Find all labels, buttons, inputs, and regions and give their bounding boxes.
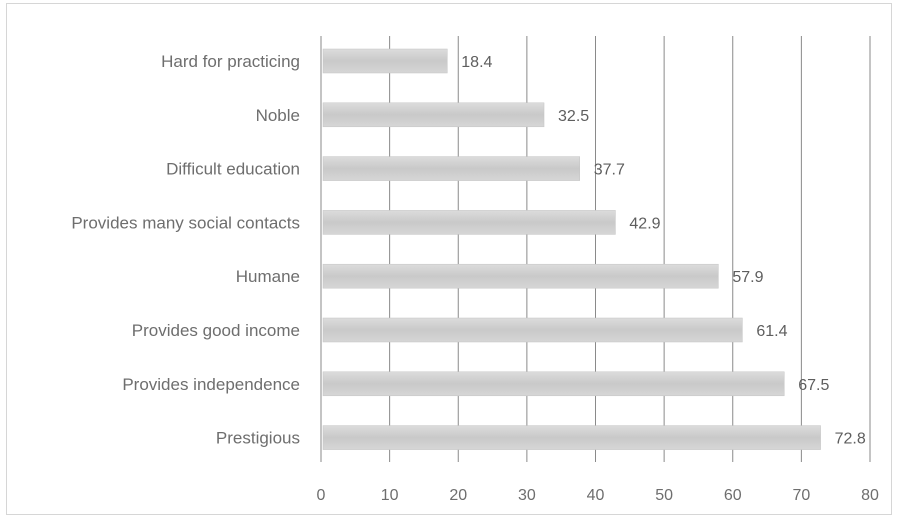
x-tick-label-60: 60 (724, 487, 742, 504)
bar-2 (322, 156, 580, 181)
category-label-5: Provides good income (132, 321, 300, 340)
x-tick-label-20: 20 (449, 487, 467, 504)
category-label-3: Provides many social contacts (71, 213, 300, 232)
bar-0 (322, 48, 448, 74)
gridlines (320, 36, 871, 462)
category-label-6: Provides independence (122, 375, 300, 394)
data-label-0: 18.4 (461, 54, 492, 71)
data-label-4: 57.9 (732, 269, 763, 286)
data-label-6: 67.5 (798, 377, 829, 394)
bar-4 (322, 263, 719, 289)
x-tick-label-10: 10 (381, 487, 399, 504)
category-label-7: Prestigious (216, 429, 300, 448)
x-tick-label-50: 50 (655, 487, 673, 504)
bar-3 (322, 210, 616, 235)
x-tick-label-80: 80 (861, 487, 879, 504)
data-label-3: 42.9 (629, 215, 660, 232)
labels: 0 10 20 30 40 50 60 70 80 Hard for practicing 18.4… (71, 52, 879, 504)
category-label-4: Humane (236, 267, 300, 286)
bar-7 (322, 425, 821, 450)
bars (322, 48, 821, 450)
data-label-2: 37.7 (594, 162, 625, 179)
category-label-1: Noble (256, 106, 300, 125)
x-tick-label-40: 40 (587, 487, 605, 504)
data-label-7: 72.8 (835, 431, 866, 448)
x-tick-label-30: 30 (518, 487, 536, 504)
data-label-1: 32.5 (558, 108, 589, 125)
bar-1 (322, 102, 545, 128)
category-label-0: Hard for practicing (161, 52, 300, 71)
x-tick-label-70: 70 (792, 487, 810, 504)
bar-5 (322, 317, 743, 343)
x-tick-label-0: 0 (317, 487, 326, 504)
data-label-5: 61.4 (756, 323, 787, 340)
bar-6 (322, 371, 785, 397)
category-label-2: Difficult education (166, 160, 300, 179)
